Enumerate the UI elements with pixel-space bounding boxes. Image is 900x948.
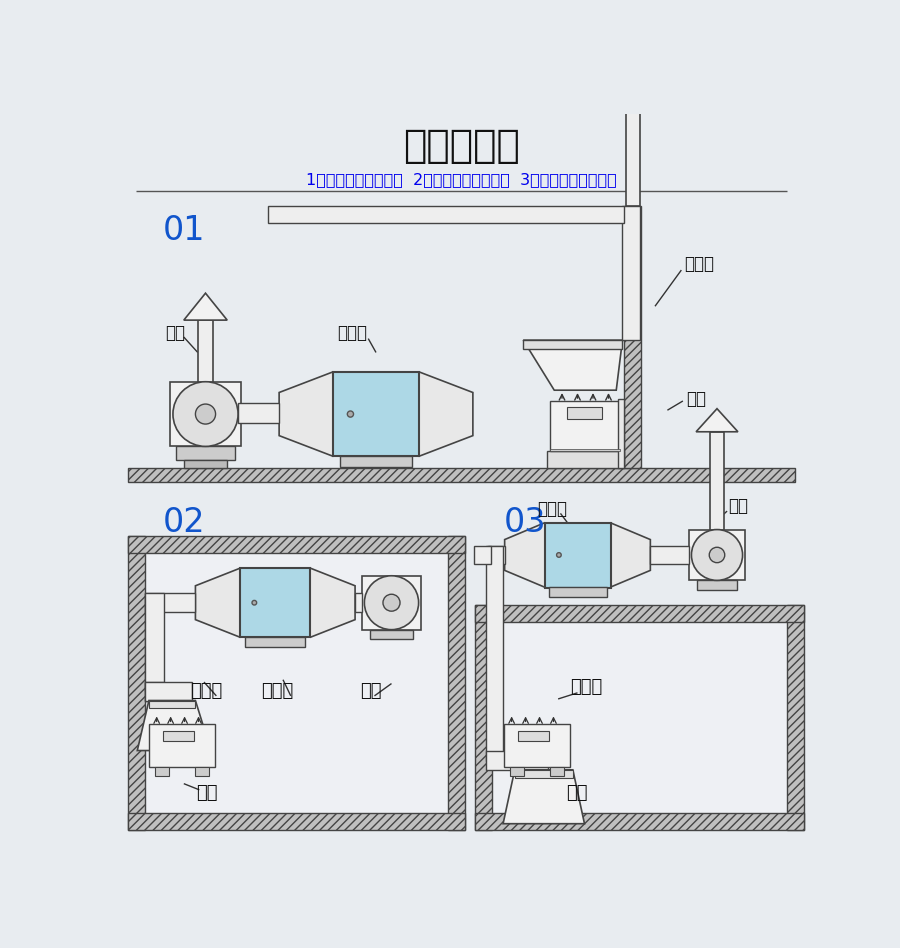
Text: 安装示意图: 安装示意图 [403, 127, 519, 165]
Bar [128, 536, 465, 553]
Polygon shape [195, 568, 240, 637]
Bar [492, 622, 787, 813]
Bar [475, 813, 804, 830]
Polygon shape [523, 340, 623, 391]
Bar [356, 593, 362, 612]
Text: 1、低空排放室内安装  2、高空排放室内安装  3、低空排放室外安装: 1、低空排放室内安装 2、高空排放室内安装 3、低空排放室外安装 [306, 172, 616, 187]
Polygon shape [279, 372, 333, 456]
Text: 集烟罩: 集烟罩 [190, 683, 222, 701]
Bar [145, 553, 448, 813]
Polygon shape [138, 701, 211, 751]
Text: 净化器: 净化器 [261, 683, 293, 701]
Bar [333, 372, 418, 456]
Bar [523, 340, 623, 350]
Bar [689, 530, 745, 580]
Text: 02: 02 [163, 506, 205, 539]
Text: 炉具: 炉具 [686, 390, 706, 408]
Circle shape [347, 411, 354, 417]
Text: 03: 03 [504, 506, 546, 539]
Bar [362, 575, 421, 629]
Bar [475, 605, 492, 830]
Circle shape [691, 530, 742, 580]
Bar [184, 461, 227, 468]
Bar [567, 407, 602, 419]
Text: 01: 01 [163, 214, 205, 246]
Text: 净化器: 净化器 [338, 324, 367, 342]
Polygon shape [503, 770, 584, 824]
Bar [651, 546, 689, 564]
Bar [486, 752, 548, 770]
Bar [488, 546, 505, 564]
Polygon shape [310, 568, 356, 637]
Bar [551, 449, 620, 451]
Bar [550, 767, 563, 776]
Bar [515, 770, 573, 777]
Bar [155, 767, 169, 776]
Bar [370, 629, 413, 639]
Bar [473, 546, 491, 564]
Bar [128, 468, 795, 482]
Bar [240, 568, 310, 637]
Polygon shape [610, 522, 651, 588]
Bar [448, 536, 465, 830]
Circle shape [709, 547, 725, 563]
Bar [624, 206, 641, 468]
Bar [549, 588, 607, 596]
Bar [339, 456, 412, 467]
Bar [267, 206, 624, 223]
Bar [504, 724, 570, 767]
Bar [518, 731, 549, 741]
Text: 集烟罩: 集烟罩 [570, 679, 602, 697]
Bar [626, 45, 640, 206]
Bar [787, 605, 804, 830]
Bar [176, 447, 235, 461]
Bar [145, 593, 164, 691]
Bar [128, 813, 465, 830]
Bar [163, 731, 194, 741]
Bar [617, 399, 624, 468]
Bar [475, 605, 804, 622]
Bar [145, 682, 192, 701]
Text: 风机: 风机 [361, 683, 382, 701]
Bar [148, 724, 215, 767]
Polygon shape [184, 293, 227, 320]
Text: 风机: 风机 [729, 498, 749, 516]
Bar [170, 382, 241, 447]
Bar [697, 580, 737, 590]
Text: 风机: 风机 [166, 324, 185, 342]
Bar [194, 767, 209, 776]
Text: 炉具: 炉具 [566, 784, 588, 802]
Circle shape [173, 382, 238, 447]
Polygon shape [696, 409, 738, 431]
Circle shape [364, 575, 418, 629]
Bar [128, 536, 145, 830]
Bar [238, 403, 279, 424]
Bar [623, 206, 640, 340]
Circle shape [383, 594, 400, 611]
Bar [486, 546, 503, 760]
Bar [245, 637, 305, 647]
Bar [545, 522, 611, 588]
Polygon shape [505, 522, 545, 588]
Circle shape [556, 553, 562, 557]
Bar [551, 401, 620, 451]
Text: 净化器: 净化器 [537, 500, 567, 518]
Bar [148, 701, 195, 708]
Bar [145, 593, 195, 612]
Bar [510, 767, 524, 776]
Text: 集烟罩: 集烟罩 [685, 255, 715, 273]
Bar [546, 451, 624, 468]
Bar [710, 431, 724, 530]
Bar [198, 320, 213, 382]
Bar [145, 682, 164, 701]
Polygon shape [418, 372, 472, 456]
Circle shape [252, 600, 256, 605]
Text: 炉具: 炉具 [196, 784, 218, 802]
Circle shape [195, 404, 216, 424]
